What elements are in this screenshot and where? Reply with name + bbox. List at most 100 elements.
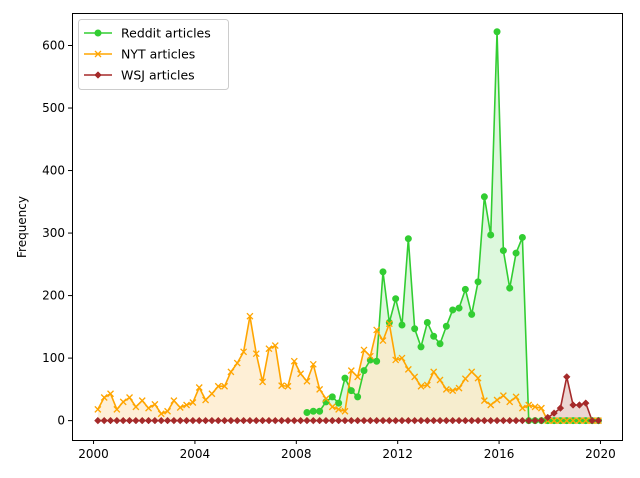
data-point bbox=[461, 285, 469, 293]
data-point bbox=[201, 416, 210, 425]
data-point bbox=[442, 385, 450, 393]
data-point bbox=[461, 416, 470, 425]
data-point bbox=[170, 397, 178, 405]
data-point bbox=[518, 416, 527, 425]
y-tick-label: 400 bbox=[42, 164, 65, 178]
data-point bbox=[328, 403, 336, 411]
data-point bbox=[335, 405, 343, 413]
data-point bbox=[347, 416, 356, 425]
data-point bbox=[303, 416, 311, 425]
data-point bbox=[163, 416, 172, 425]
data-point bbox=[442, 416, 451, 425]
data-point bbox=[252, 416, 261, 425]
x-tick-label: 2016 bbox=[484, 447, 515, 461]
data-point bbox=[404, 416, 413, 425]
data-point bbox=[297, 370, 305, 378]
data-point bbox=[157, 416, 165, 425]
data-point bbox=[119, 398, 127, 406]
data-point bbox=[316, 385, 324, 393]
data-point bbox=[493, 416, 501, 425]
data-point bbox=[499, 247, 507, 255]
data-point bbox=[537, 416, 546, 425]
data-point bbox=[151, 416, 159, 425]
data-point bbox=[202, 396, 210, 404]
y-tick-label: 200 bbox=[42, 289, 65, 303]
data-point bbox=[239, 416, 248, 425]
data-point bbox=[404, 365, 412, 373]
data-point bbox=[569, 417, 577, 425]
data-point bbox=[341, 416, 349, 425]
legend-marker bbox=[94, 71, 102, 79]
data-point bbox=[322, 398, 330, 406]
data-point bbox=[588, 416, 596, 425]
data-point bbox=[303, 408, 311, 416]
data-point bbox=[385, 318, 393, 326]
data-point bbox=[474, 374, 482, 382]
data-point bbox=[493, 28, 501, 36]
data-point bbox=[214, 416, 222, 425]
data-point bbox=[258, 416, 267, 425]
x-axis: 2000 2004 2008 2012 2016 2020 bbox=[78, 440, 616, 461]
legend-item-wsj-articles: WSJ articles bbox=[84, 68, 195, 83]
data-point bbox=[467, 416, 476, 425]
data-point bbox=[448, 416, 457, 425]
data-point bbox=[164, 407, 172, 415]
wsj-articles-points bbox=[94, 373, 603, 425]
data-point bbox=[246, 312, 254, 320]
series-markers bbox=[94, 28, 603, 425]
data-point bbox=[455, 384, 463, 392]
data-point bbox=[145, 404, 153, 412]
data-point bbox=[410, 416, 419, 425]
data-point bbox=[113, 405, 121, 413]
data-point bbox=[208, 390, 216, 398]
data-point bbox=[582, 399, 590, 407]
x-tick-label: 2000 bbox=[78, 447, 109, 461]
data-point bbox=[360, 346, 368, 354]
data-point bbox=[290, 357, 298, 365]
data-point bbox=[512, 393, 520, 401]
data-point bbox=[499, 392, 507, 400]
data-point bbox=[138, 397, 146, 405]
data-point bbox=[525, 401, 533, 409]
data-point bbox=[391, 416, 400, 425]
data-point bbox=[328, 416, 337, 425]
data-point bbox=[480, 416, 489, 425]
y-tick-label: 100 bbox=[42, 351, 65, 365]
data-point bbox=[182, 416, 191, 425]
y-tick-label: 500 bbox=[42, 101, 65, 115]
y-tick-label: 300 bbox=[42, 226, 65, 240]
data-point bbox=[296, 416, 305, 425]
data-point bbox=[518, 404, 526, 412]
nyt-articles-area bbox=[97, 316, 599, 421]
data-point bbox=[398, 416, 406, 425]
data-point bbox=[309, 416, 318, 425]
data-point bbox=[582, 417, 590, 425]
data-point bbox=[353, 416, 362, 425]
data-point bbox=[132, 416, 140, 425]
data-point bbox=[151, 400, 159, 408]
data-point bbox=[455, 304, 463, 312]
data-point bbox=[385, 320, 393, 328]
data-point bbox=[480, 193, 488, 201]
data-point bbox=[417, 382, 425, 390]
data-point bbox=[543, 413, 552, 422]
data-point bbox=[430, 332, 438, 340]
data-point bbox=[468, 368, 476, 376]
data-point bbox=[322, 416, 330, 425]
data-point bbox=[113, 416, 121, 425]
data-point bbox=[252, 350, 260, 358]
data-point bbox=[531, 416, 539, 425]
data-point bbox=[556, 417, 564, 425]
data-point bbox=[233, 359, 241, 367]
data-point bbox=[429, 416, 438, 425]
data-point bbox=[176, 416, 184, 425]
data-point bbox=[455, 416, 463, 425]
data-point bbox=[265, 345, 273, 353]
data-point bbox=[575, 401, 584, 409]
data-point bbox=[417, 416, 425, 425]
data-point bbox=[335, 399, 343, 407]
data-point bbox=[512, 249, 520, 257]
data-point bbox=[556, 404, 565, 412]
legend-label: WSJ articles bbox=[121, 68, 195, 83]
